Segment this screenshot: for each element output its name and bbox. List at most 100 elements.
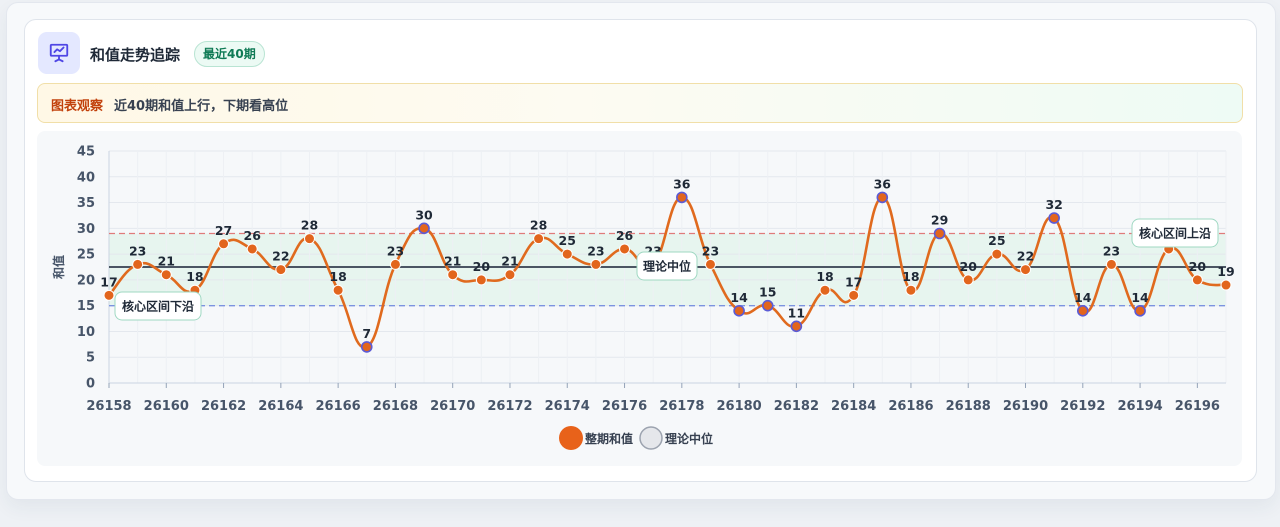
observation-banner: 图表观察 近40期和值上行，下期看高位: [37, 83, 1243, 123]
data-point: [475, 274, 487, 286]
y-tick-label: 10: [77, 325, 95, 340]
data-label: 28: [301, 218, 318, 233]
data-point: [275, 264, 287, 276]
y-tick-label: 15: [77, 299, 95, 314]
data-point: [962, 274, 974, 286]
legend-label-median: 理论中位: [665, 431, 713, 446]
y-axis-label: 和值: [51, 255, 66, 280]
data-point: [218, 238, 230, 250]
legend-marker-series: [559, 426, 583, 450]
data-label: 25: [988, 233, 1005, 248]
data-point: [246, 243, 258, 255]
y-tick-label: 25: [77, 248, 95, 263]
x-tick-label: 26158: [86, 399, 131, 414]
data-label: 20: [1189, 259, 1207, 274]
x-tick-label: 26160: [144, 399, 189, 414]
data-point: [303, 233, 315, 245]
data-label: 18: [902, 269, 919, 284]
x-tick-label: 26194: [1117, 399, 1162, 414]
data-label: 23: [702, 243, 719, 258]
x-tick-label: 26166: [316, 399, 361, 414]
data-point: [619, 243, 631, 255]
data-label: 21: [444, 254, 461, 269]
data-label: 7: [362, 326, 371, 341]
data-label: 27: [215, 223, 232, 238]
x-tick-label: 26192: [1060, 399, 1105, 414]
observation-text: 近40期和值上行，下期看高位: [114, 99, 289, 114]
data-point: [991, 248, 1003, 260]
data-label: 23: [1103, 243, 1120, 258]
data-label: 11: [788, 305, 805, 320]
data-point: [561, 248, 573, 260]
upper-bound-callout: 核心区间上沿: [1131, 218, 1219, 248]
data-point: [933, 227, 946, 240]
data-point: [132, 258, 144, 270]
x-tick-label: 26180: [716, 399, 761, 414]
lower-bound-callout: 核心区间下沿: [114, 291, 202, 321]
observation-label: 图表观察: [51, 99, 104, 114]
data-point: [876, 191, 889, 204]
x-tick-label: 26196: [1175, 399, 1220, 414]
x-tick-label: 26188: [946, 399, 991, 414]
data-label: 14: [730, 290, 748, 305]
x-tick-label: 26162: [201, 399, 246, 414]
data-label: 28: [530, 218, 547, 233]
data-point: [1076, 305, 1089, 317]
x-tick-label: 26178: [659, 399, 704, 414]
x-tick-label: 26186: [888, 399, 933, 414]
data-label: 20: [960, 259, 978, 274]
card-title: 和值走势追踪: [90, 46, 181, 64]
data-label: 22: [272, 249, 289, 264]
data-point: [360, 341, 373, 353]
data-label: 23: [387, 243, 404, 258]
data-point: [389, 258, 401, 270]
data-label: 14: [1074, 290, 1092, 305]
legend-marker-median: [639, 426, 663, 450]
upper-bound-callout-box: [1131, 218, 1219, 248]
data-label: 17: [845, 274, 862, 289]
data-label: 17: [100, 274, 117, 289]
data-label: 26: [616, 228, 634, 243]
data-point: [160, 269, 172, 281]
data-label: 26: [244, 228, 262, 243]
data-label: 25: [559, 233, 576, 248]
data-point: [590, 258, 602, 270]
legend-label-series: 整期和值: [584, 431, 633, 446]
data-label: 21: [501, 254, 518, 269]
y-tick-label: 30: [77, 222, 95, 237]
data-point: [905, 284, 917, 296]
median-callout-text: 理论中位: [643, 259, 691, 274]
data-point: [704, 258, 716, 270]
lower-bound-callout-box: [114, 291, 202, 321]
data-label: 29: [931, 212, 948, 227]
data-label: 18: [186, 269, 203, 284]
x-tick-label: 26190: [1003, 399, 1048, 414]
x-tick-label: 26182: [774, 399, 819, 414]
data-point: [790, 320, 803, 333]
data-point: [1191, 274, 1203, 286]
data-label: 22: [1017, 249, 1034, 264]
data-point: [1134, 305, 1146, 317]
data-label: 36: [673, 176, 691, 191]
data-point: [761, 299, 774, 312]
y-tick-label: 20: [77, 273, 95, 288]
data-label: 19: [1217, 264, 1234, 279]
data-point: [1048, 212, 1060, 224]
lower-bound-callout-text: 核心区间下沿: [122, 299, 194, 314]
data-label: 23: [129, 243, 146, 258]
x-tick-label: 26184: [831, 399, 876, 414]
period-badge: 最近40期: [194, 41, 265, 67]
x-tick-label: 26164: [258, 399, 303, 414]
x-tick-label: 26172: [487, 399, 532, 414]
data-point: [1020, 264, 1032, 276]
data-point: [418, 222, 430, 235]
data-point: [733, 305, 745, 317]
data-point: [103, 289, 115, 301]
data-point: [848, 289, 860, 301]
y-tick-label: 45: [77, 145, 95, 160]
data-point: [332, 284, 344, 296]
median-callout: 理论中位: [636, 251, 698, 281]
data-label: 23: [587, 243, 604, 258]
chart-presentation-icon: [38, 32, 80, 74]
